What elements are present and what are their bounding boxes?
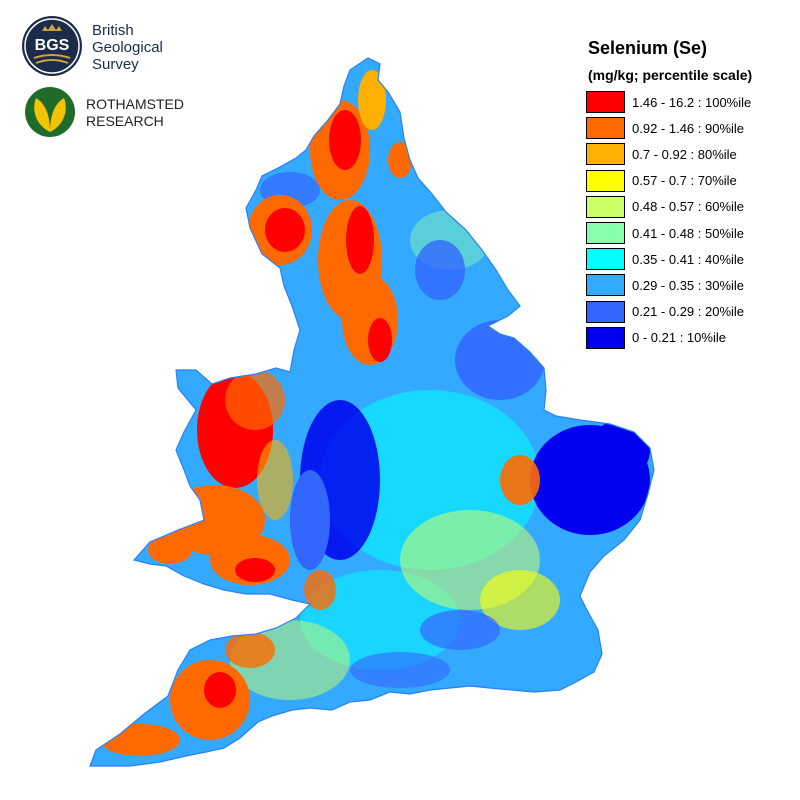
legend-label: 0.29 - 0.35 : 30%ile xyxy=(632,277,745,293)
legend-swatch xyxy=(586,91,625,114)
legend-subtitle: (mg/kg; percentile scale) xyxy=(588,67,753,83)
legend-row: 0.21 - 0.29 : 20%ile xyxy=(586,299,792,325)
rothamsted-line-1: ROTHAMSTED xyxy=(86,96,184,112)
legend: Selenium (Se) (mg/kg; percentile scale) … xyxy=(586,38,792,351)
rothamsted-logo: ROTHAMSTED RESEARCH xyxy=(24,86,224,140)
bgs-logo: BGS British Geological Survey xyxy=(20,14,220,80)
legend-label: 0.21 - 0.29 : 20%ile xyxy=(632,304,745,320)
leaf-icon xyxy=(25,87,75,137)
legend-label: 0.35 - 0.41 : 40%ile xyxy=(632,251,745,267)
legend-swatch xyxy=(586,222,625,245)
legend-label: 0.57 - 0.7 : 70%ile xyxy=(632,173,737,189)
bgs-line-3: Survey xyxy=(92,56,139,73)
legend-swatch xyxy=(586,300,625,323)
legend-items: 1.46 - 16.2 : 100%ile 0.92 - 1.46 : 90%il… xyxy=(586,89,792,351)
legend-row: 0.41 - 0.48 : 50%ile xyxy=(586,220,792,246)
legend-row: 0.7 - 0.92 : 80%ile xyxy=(586,141,792,167)
legend-row: 0.48 - 0.57 : 60%ile xyxy=(586,194,792,220)
legend-swatch xyxy=(586,169,625,192)
legend-row: 1.46 - 16.2 : 100%ile xyxy=(586,89,792,115)
bgs-seal-icon: BGS xyxy=(22,16,82,76)
legend-label: 0 - 0.21 : 10%ile xyxy=(632,330,726,346)
legend-title: Selenium (Se) xyxy=(588,38,708,58)
bgs-seal-text: BGS xyxy=(35,37,70,54)
legend-swatch xyxy=(586,117,625,140)
bgs-line-2: Geological xyxy=(92,39,163,56)
legend-label: 0.48 - 0.57 : 60%ile xyxy=(632,199,745,215)
legend-swatch xyxy=(586,143,625,166)
legend-swatch xyxy=(586,195,625,218)
legend-label: 0.92 - 1.46 : 90%ile xyxy=(632,120,745,136)
legend-swatch xyxy=(586,326,625,349)
legend-label: 0.41 - 0.48 : 50%ile xyxy=(632,225,745,241)
legend-row: 0.57 - 0.7 : 70%ile xyxy=(586,168,792,194)
bgs-line-1: British xyxy=(92,22,134,39)
legend-row: 0.92 - 1.46 : 90%ile xyxy=(586,115,792,141)
legend-row: 0.35 - 0.41 : 40%ile xyxy=(586,246,792,272)
rothamsted-line-2: RESEARCH xyxy=(86,113,164,129)
legend-swatch xyxy=(586,248,625,271)
legend-label: 0.7 - 0.92 : 80%ile xyxy=(632,146,737,162)
legend-row: 0 - 0.21 : 10%ile xyxy=(586,325,792,351)
legend-label: 1.46 - 16.2 : 100%ile xyxy=(632,94,752,110)
legend-swatch xyxy=(586,274,625,297)
legend-row: 0.29 - 0.35 : 30%ile xyxy=(586,272,792,298)
